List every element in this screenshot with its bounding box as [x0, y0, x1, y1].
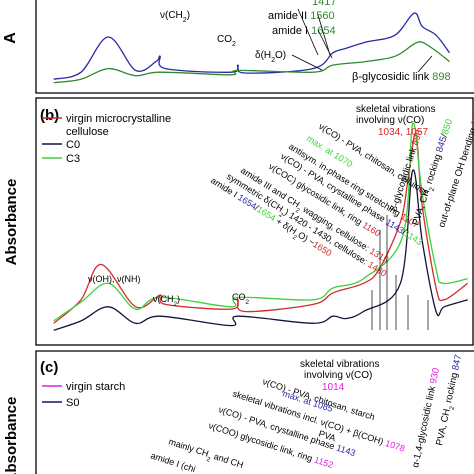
panel-c-annotation-12: PVA, CH2 rocking 847 [434, 354, 466, 448]
panel-a-leader-4 [417, 55, 433, 73]
panel-a-leader-0 [297, 8, 319, 56]
panel-c-frame [35, 350, 474, 474]
panel-a-series-1 [53, 41, 450, 84]
annotation-co2: CO2 [217, 34, 236, 48]
panel-c-legend-label-0: virgin starch [66, 381, 125, 393]
panel-b-annotation-14: ν(OH), ν(NH) [88, 274, 141, 284]
panel-a-leader-3 [291, 54, 323, 71]
panel-c-annotation-1: involving ν(CO) [304, 370, 372, 381]
panel-a-series-0 [53, 12, 451, 80]
panel-c-label: (c) [40, 359, 58, 376]
panel-b-annotation-0: skeletal vibrations [356, 104, 435, 115]
panel-b-annotation-1: involving ν(CO) [356, 115, 424, 126]
panel-c: (c) Absorbance virgin starch S0 skeletal … [3, 350, 474, 474]
annotation-dh2o: δ(H2O) [255, 50, 286, 64]
panel-c-annotation-0: skeletal vibrations [300, 359, 379, 370]
panel-a-plot [53, 12, 451, 84]
panel-c-annotation-11: α-1,4-glycosidic link 930 [410, 367, 442, 469]
panel-c-legend-label-1: S0 [66, 397, 79, 409]
panel-b-frame [35, 97, 474, 346]
panel-a-leader-1 [317, 14, 331, 56]
panel-b-series-1 [53, 169, 468, 331]
panel-b-ylabel: Absorbance [3, 179, 20, 266]
panel-c-ylabel: Absorbance [3, 397, 20, 474]
panel-b-annotation-16: CO2 [232, 292, 250, 306]
annotation-amide-i: amide I 1654 [272, 25, 336, 37]
panel-b-series-0 [53, 132, 469, 324]
panel-a-leader-2 [317, 29, 333, 59]
annotation-beta-glycosidic: β-glycosidic link 898 [352, 71, 451, 83]
legend-label-1: C0 [66, 139, 80, 151]
legend-label-2: C3 [66, 153, 80, 165]
annotation-vch2: ν(CH2) [160, 10, 190, 24]
panel-a-frame [35, 0, 474, 94]
annotation-1417: 1417 [312, 0, 336, 8]
panel-c-legend: virgin starch S0 [42, 381, 125, 409]
panel-b-plot [53, 122, 469, 331]
panel-c-annotation-10: amide I (chi [149, 450, 196, 474]
panel-b-annotation-15: ν(CH2) [153, 294, 180, 308]
panel-b-series-2 [53, 122, 468, 322]
panel-b-annotation-2: 1034, 1057 [378, 127, 428, 138]
panel-b-label: (b) [40, 107, 59, 124]
panel-a-ylabel: A [2, 32, 19, 44]
panel-c-annotation-2: 1014 [322, 382, 345, 393]
legend-label-0: virgin microcrystalline cellulose [66, 113, 171, 138]
panel-b: (b) Absorbance virgin microcrystalline ce… [3, 97, 474, 346]
